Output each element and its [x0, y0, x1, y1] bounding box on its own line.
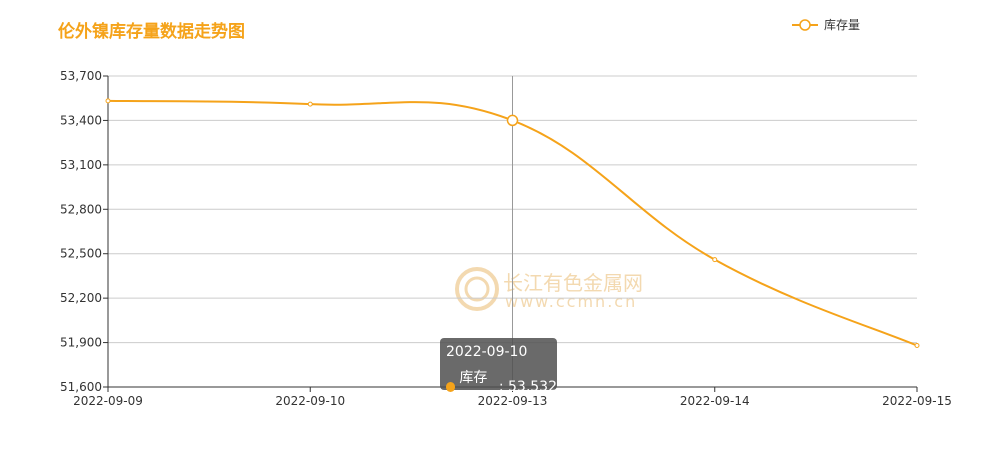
- y-tick-label: 52,200: [60, 291, 102, 305]
- legend[interactable]: 库存量: [792, 16, 860, 33]
- data-point[interactable]: [914, 343, 920, 349]
- tooltip-series-dot: [446, 382, 456, 392]
- tooltip-value: 53,532: [508, 379, 557, 395]
- y-tick-label: 51,900: [60, 336, 102, 350]
- data-point[interactable]: [506, 114, 519, 127]
- legend-label: 库存量: [824, 18, 861, 32]
- series-inventory: [105, 98, 920, 349]
- watermark: 长江有色金属网 www.ccmn.cn: [455, 267, 643, 311]
- tooltip-row: 库存量 : 53,532: [446, 367, 557, 407]
- y-tick-label: 52,800: [60, 202, 102, 216]
- tooltip: 2022-09-10 库存量 : 53,532: [440, 338, 557, 406]
- data-point[interactable]: [712, 257, 718, 263]
- y-tick-label: 51,600: [60, 380, 102, 394]
- x-tick-label: 2022-09-10: [275, 394, 345, 408]
- chart-title: 伦外镍库存量数据走势图: [58, 22, 245, 42]
- x-axis-labels: 2022-09-09 2022-09-10 2022-09-13 2022-09-14…: [73, 394, 952, 408]
- y-axis-labels: 51,600 51,900 52,200 52,500 52,800 53,100 53,4…: [60, 69, 102, 394]
- data-point[interactable]: [307, 101, 313, 107]
- watermark-text: 长江有色金属网: [503, 271, 643, 295]
- y-tick-label: 53,100: [60, 158, 102, 172]
- data-point[interactable]: [105, 98, 111, 104]
- tooltip-date: 2022-09-10: [446, 344, 528, 360]
- x-tick-label: 2022-09-15: [882, 394, 952, 408]
- y-tick-label: 52,500: [60, 247, 102, 261]
- x-tick-label: 2022-09-14: [680, 394, 750, 408]
- y-tick-label: 53,700: [60, 69, 102, 83]
- tooltip-series: 库存量: [459, 370, 488, 406]
- legend-line-icon: [792, 18, 818, 31]
- watermark-url: www.ccmn.cn: [505, 292, 637, 311]
- y-tick-label: 53,400: [60, 113, 102, 127]
- x-tick-label: 2022-09-13: [478, 394, 548, 408]
- x-tick-label: 2022-09-09: [73, 394, 143, 408]
- tooltip-separator: :: [498, 379, 508, 395]
